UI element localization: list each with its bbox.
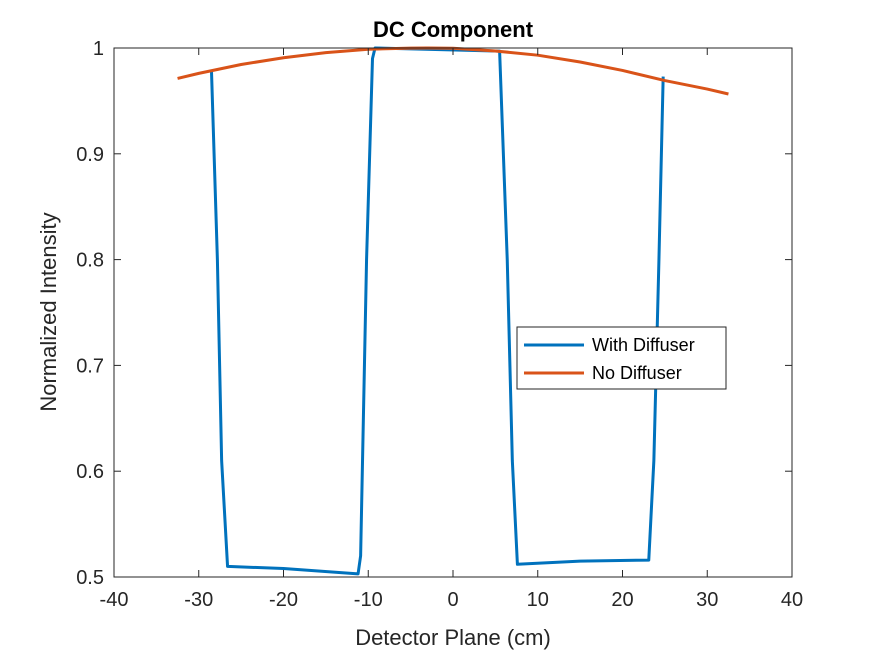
x-tick-label: 0 <box>447 589 458 611</box>
y-tick-label: 0.6 <box>76 461 104 483</box>
x-tick-label: -30 <box>184 589 213 611</box>
y-tick-label: 1 <box>93 38 104 60</box>
y-tick-label: 0.7 <box>76 355 104 377</box>
y-axis-label: Normalized Intensity <box>36 212 61 411</box>
x-tick-label: -10 <box>354 589 383 611</box>
x-tick-label: 30 <box>696 589 718 611</box>
legend-label-with-diffuser: With Diffuser <box>592 335 695 355</box>
legend-box <box>516 326 727 390</box>
y-tick-label: 0.8 <box>76 250 104 272</box>
x-tick-label: 20 <box>611 589 633 611</box>
x-tick-label: -20 <box>269 589 298 611</box>
plot-area <box>114 48 792 577</box>
x-axis-label: Detector Plane (cm) <box>355 625 551 650</box>
chart-title: DC Component <box>373 17 534 42</box>
x-tick-label: 10 <box>527 589 549 611</box>
x-tick-label: -40 <box>100 589 129 611</box>
x-tick-label: 40 <box>781 589 803 611</box>
y-tick-label: 0.9 <box>76 144 104 166</box>
legend: With Diffuser No Diffuser <box>516 326 727 390</box>
y-tick-label: 0.5 <box>76 567 104 589</box>
legend-label-no-diffuser: No Diffuser <box>592 363 682 383</box>
ticks-layer: -40 -30 -20 -10 0 10 20 30 40 0.5 0.6 0.7 0.8 0.9 1 <box>76 38 803 611</box>
